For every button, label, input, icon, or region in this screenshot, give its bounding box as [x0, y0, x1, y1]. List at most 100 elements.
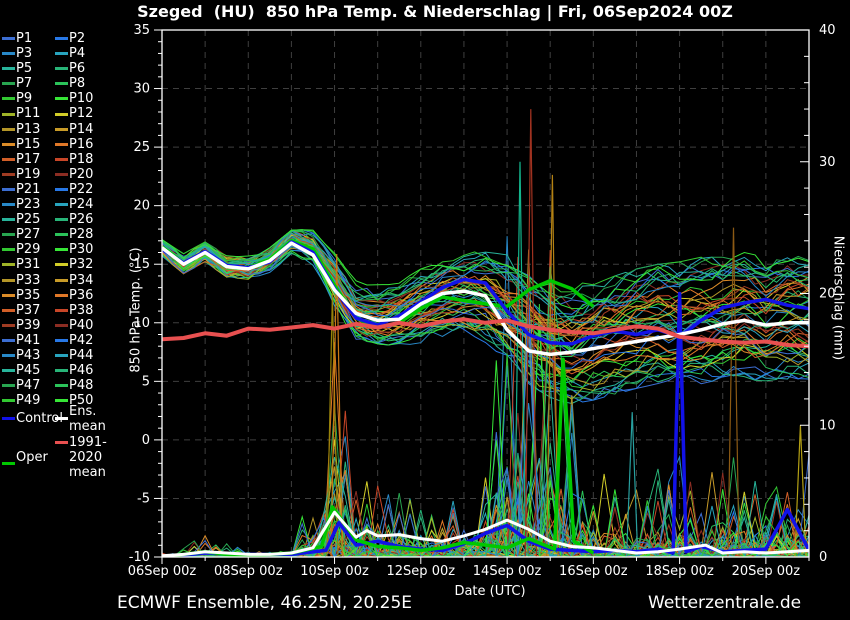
legend-item-p12: P12: [55, 106, 135, 121]
member-temp-line: [162, 233, 809, 329]
legend-color-swatch: [55, 369, 68, 373]
legend-color-swatch: [55, 203, 68, 207]
member-temp-line: [162, 230, 809, 350]
svg-text:18Sep 00z: 18Sep 00z: [645, 564, 714, 579]
svg-text:-10: -10: [129, 550, 150, 565]
legend-item-label: P37: [16, 302, 41, 318]
legend-color-swatch: [55, 417, 68, 421]
legend-item-p10: P10: [55, 91, 135, 106]
legend-item-label: P21: [16, 181, 41, 197]
member-temp-line: [162, 230, 809, 307]
legend-item-label: P25: [16, 212, 41, 228]
legend-color-swatch: [2, 142, 15, 146]
legend-color-swatch: [2, 417, 15, 421]
legend-item-label: P16: [69, 136, 94, 152]
legend-item-label: P46: [69, 363, 94, 379]
legend-color-swatch: [2, 308, 15, 312]
legend-item-p36: P36: [55, 288, 135, 303]
legend-color-swatch: [2, 203, 15, 207]
legend-item-control: Control: [2, 411, 63, 426]
legend-item-label: P34: [69, 272, 94, 288]
legend-color-swatch: [55, 218, 68, 222]
ens-mean-temp-line: [162, 241, 809, 357]
member-temp-line: [162, 246, 809, 395]
legend-item-label: P5: [16, 61, 33, 77]
legend-color-swatch: [2, 323, 15, 327]
legend-item-p24: P24: [55, 197, 135, 212]
member-temp-line: [162, 229, 809, 310]
legend-item-label: P11: [16, 106, 41, 122]
legend-item-p11: P11: [2, 106, 55, 121]
legend-item-p23: P23: [2, 197, 55, 212]
precip-spike: [326, 293, 339, 557]
legend-color-swatch: [55, 399, 68, 403]
legend-item-p25: P25: [2, 212, 55, 227]
legend-color-swatch: [2, 218, 15, 222]
legend-item-p28: P28: [55, 227, 135, 242]
legend-item-label: P50: [69, 393, 94, 409]
legend-item-label: P1: [16, 31, 33, 46]
legend-color-swatch: [55, 82, 68, 86]
legend-item-label: P42: [69, 332, 94, 348]
legend-color-swatch: [2, 369, 15, 373]
legend-item-p41: P41: [2, 333, 55, 348]
legend-item-p49: P49: [2, 393, 55, 408]
legend-color-swatch: [55, 172, 68, 176]
legend-color-swatch: [2, 82, 15, 86]
axis-tick-labels: 35 30 25 20 15 10 5 0 -5 -10 40 30 20 10 0 06Sep 00z 08S…: [128, 23, 836, 579]
legend-item-label: P17: [16, 151, 41, 167]
notable-precip-spikes: [326, 109, 807, 557]
ensemble-member-lines: [162, 229, 809, 557]
legend-item-p14: P14: [55, 122, 135, 137]
legend-item-label: P49: [16, 393, 41, 409]
legend-item-p31: P31: [2, 257, 55, 272]
member-temp-line: [162, 229, 809, 301]
legend-item-p33: P33: [2, 273, 55, 288]
legend-item-label: P33: [16, 272, 41, 288]
legend-item-label: P30: [69, 242, 94, 258]
svg-text:10Sep 00z: 10Sep 00z: [300, 564, 369, 579]
member-precip-line: [162, 266, 809, 557]
legend-color-swatch: [55, 354, 68, 358]
legend-item-p29: P29: [2, 242, 55, 257]
legend-item-p32: P32: [55, 257, 135, 272]
legend-item-label: Oper: [16, 450, 48, 466]
legend-item-p20: P20: [55, 167, 135, 182]
svg-text:10: 10: [819, 418, 836, 433]
legend-item-p30: P30: [55, 242, 135, 257]
legend-item-label: P19: [16, 166, 41, 182]
member-temp-line: [162, 229, 809, 301]
svg-text:10: 10: [133, 316, 150, 331]
legend-item-climate-mean: 1991-2020 mean: [55, 435, 135, 480]
member-temp-line: [162, 233, 809, 315]
svg-text:40: 40: [819, 23, 836, 38]
legend-item-label: Ens. mean: [69, 403, 106, 434]
legend-color-swatch: [2, 127, 15, 131]
legend-item-label: P29: [16, 242, 41, 258]
legend-color-swatch: [2, 187, 15, 191]
svg-text:20Sep 00z: 20Sep 00z: [732, 564, 801, 579]
svg-text:08Sep 00z: 08Sep 00z: [214, 564, 283, 579]
legend-item-label: P8: [69, 76, 86, 92]
svg-text:-5: -5: [137, 491, 150, 506]
legend-item-label: P38: [69, 302, 94, 318]
legend-item-label: P23: [16, 197, 41, 213]
axis-ticks: [154, 29, 810, 564]
svg-text:0: 0: [819, 550, 827, 565]
legend-item-p43: P43: [2, 348, 55, 363]
legend-color-swatch: [2, 112, 15, 116]
legend-color-swatch: [55, 142, 68, 146]
precip-spike: [524, 109, 537, 557]
legend-item-p45: P45: [2, 363, 55, 378]
legend-item-label: P26: [69, 212, 94, 228]
legend-item-label: P9: [16, 91, 33, 107]
legend-item-label: P18: [69, 151, 94, 167]
precip-axis-label: Niederschlag (mm): [830, 235, 846, 361]
svg-text:20: 20: [819, 287, 836, 302]
svg-text:20: 20: [133, 199, 150, 214]
precip-spike: [330, 253, 343, 557]
member-temp-line: [162, 249, 809, 401]
member-temp-line: [162, 242, 809, 403]
svg-text:06Sep 00z: 06Sep 00z: [128, 564, 197, 579]
